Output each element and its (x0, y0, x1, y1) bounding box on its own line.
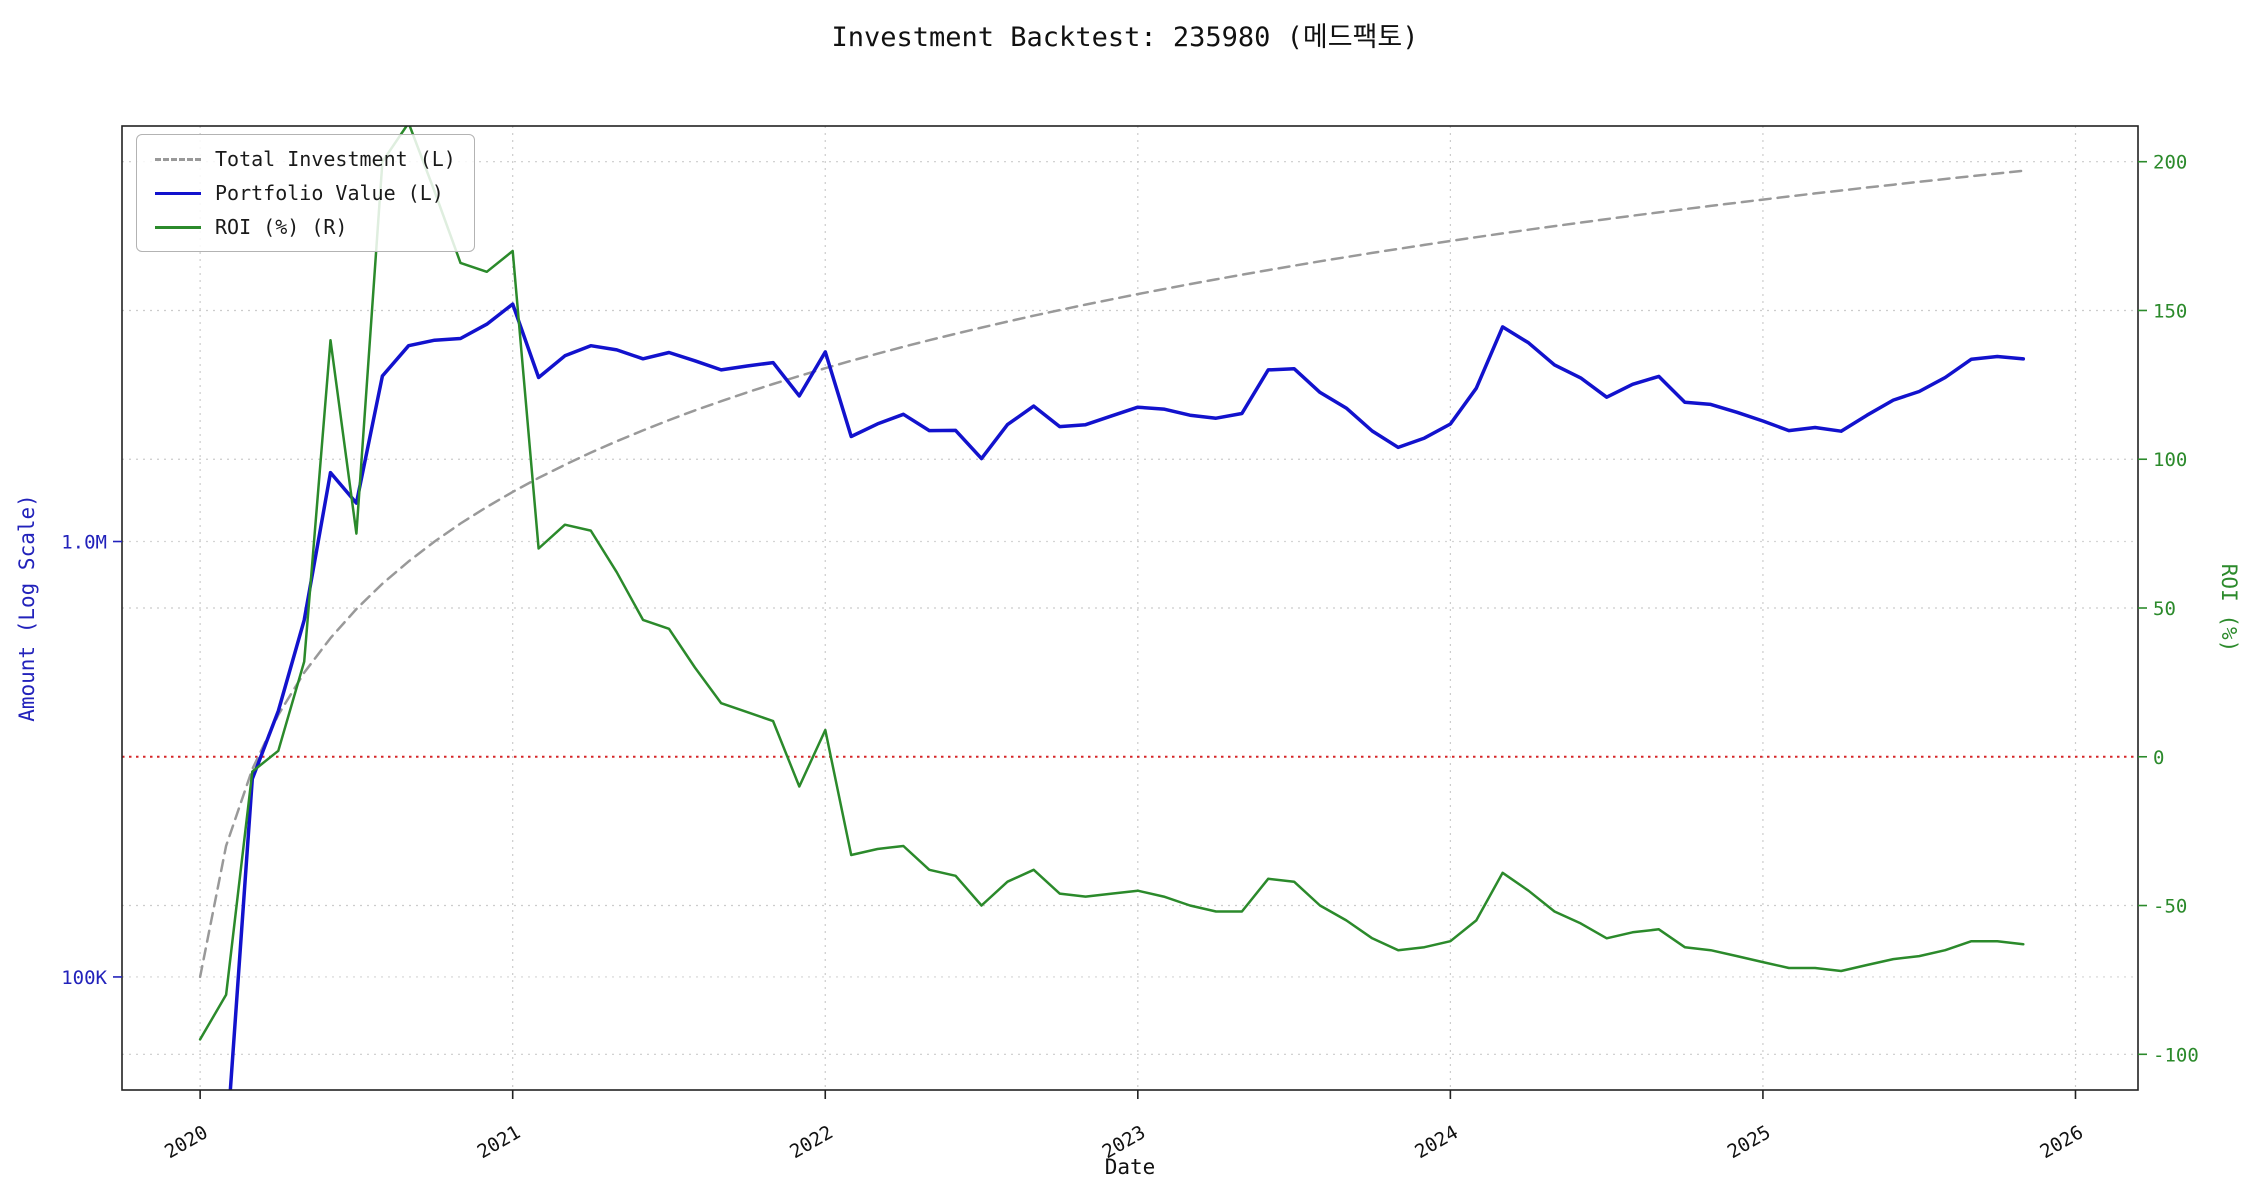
chart-title: Investment Backtest: 235980 (메드팩토) (831, 22, 1418, 53)
left-tick-label: 100K (61, 967, 107, 989)
legend-item-portfolio-value-l: Portfolio Value (L) (155, 181, 456, 205)
legend: Total Investment (L) Portfolio Value (L) R… (136, 134, 475, 252)
right-tick-label: 50 (2153, 598, 2176, 620)
axis-ticks: 2020 2021 2022 2023 2024 2025 2026100K1.0M-100… (61, 152, 2199, 1164)
series-portfolio-value-l (228, 302, 2026, 1090)
right-tick-label: 0 (2153, 747, 2164, 769)
right-tick-label: 150 (2153, 300, 2187, 322)
legend-label: Portfolio Value (L) (215, 181, 444, 205)
legend-line-swatch (155, 225, 201, 229)
left-tick-label: 1.0M (61, 532, 107, 554)
right-tick-label: 100 (2153, 449, 2187, 471)
x-tick-label: 2021 (474, 1121, 525, 1163)
series-total-investment-l (198, 169, 2025, 979)
legend-line-swatch (155, 191, 201, 195)
right-tick-label: 200 (2153, 152, 2187, 174)
x-tick-label: 2025 (1724, 1121, 1775, 1163)
right-tick-label: -100 (2153, 1044, 2199, 1066)
x-tick-label: 2024 (1411, 1121, 1462, 1163)
gridlines (122, 126, 2138, 1090)
legend-item-total-investment-l: Total Investment (L) (155, 147, 456, 171)
legend-label: Total Investment (L) (215, 147, 456, 171)
series-lines (198, 126, 2026, 1090)
x-tick-label: 2026 (2036, 1121, 2087, 1163)
x-axis-label: Date (1105, 1155, 1156, 1179)
right-tick-label: -50 (2153, 896, 2187, 918)
x-tick-label: 2022 (786, 1121, 837, 1163)
legend-item-roi-r: ROI (%) (R) (155, 215, 456, 239)
series-roi-r (198, 126, 2025, 1041)
right-axis-label: ROI (%) (2217, 564, 2241, 653)
x-tick-label: 2020 (161, 1121, 212, 1163)
left-axis-label: Amount (Log Scale) (15, 494, 39, 722)
legend-line-swatch (155, 157, 201, 161)
legend-label: ROI (%) (R) (215, 215, 348, 239)
